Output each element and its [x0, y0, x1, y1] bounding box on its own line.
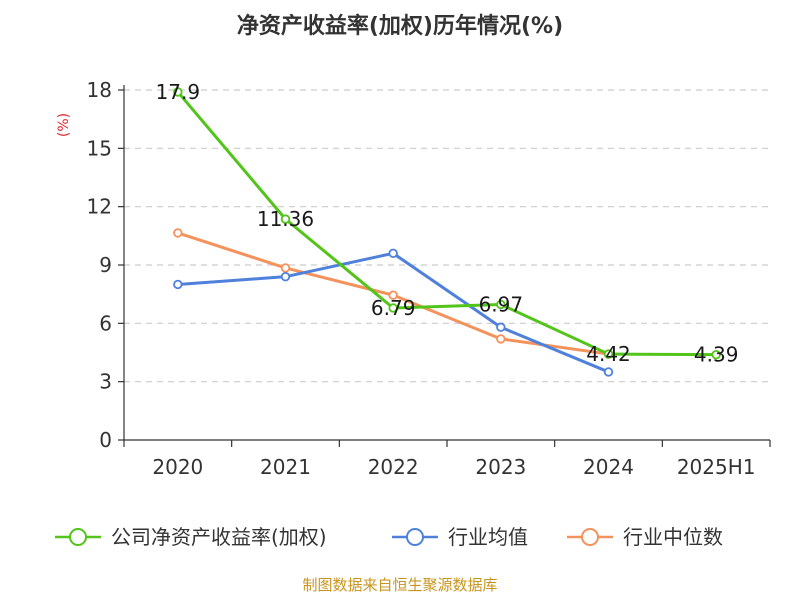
data-point — [173, 228, 183, 238]
data-labels: 17.9 11.36 6.79 6.97 4.42 4.39 — [156, 80, 739, 367]
data-point — [496, 334, 506, 344]
legend-marker — [406, 528, 424, 546]
data-label: 6.97 — [479, 292, 524, 316]
axes: 0 3 6 9 12 15 18 2020 2021 2022 2023 2024 2025H1 — [87, 78, 771, 479]
legend-label: 行业均值 — [448, 525, 528, 549]
data-point — [603, 349, 614, 359]
y-tick-label: 18 — [87, 78, 112, 102]
x-tick-label: 2023 — [475, 455, 526, 479]
legend-label: 公司净资产收益率(加权) — [111, 525, 327, 549]
legend-label: 行业中位数 — [623, 525, 723, 549]
data-point — [173, 87, 183, 97]
chart-title: 净资产收益率(加权)历年情况(%) — [237, 13, 563, 39]
data-label: 17.9 — [156, 80, 201, 104]
x-tick-label: 2024 — [583, 455, 634, 479]
data-point — [603, 367, 614, 377]
legend[interactable]: 公司净资产收益率(加权) 行业均值 行业中位数 — [55, 525, 723, 549]
series-line — [176, 90, 717, 357]
y-tick-label: 15 — [87, 136, 112, 160]
data-label: 6.79 — [371, 296, 416, 320]
y-tick-label: 0 — [99, 428, 112, 452]
data-point — [496, 299, 506, 310]
data-point — [496, 322, 506, 332]
y-tick-label: 9 — [99, 253, 112, 277]
data-point — [388, 290, 398, 300]
y-tick-label: 6 — [99, 311, 112, 335]
x-tick-label: 2025H1 — [677, 455, 756, 479]
y-tick-label: 12 — [87, 195, 112, 219]
data-point — [388, 303, 398, 313]
source-note: 制图数据来自恒生聚源数据库 — [302, 576, 497, 594]
legend-item[interactable]: 行业均值 — [392, 525, 528, 549]
data-label: 11.36 — [257, 207, 314, 231]
x-tick-label: 2021 — [260, 455, 311, 479]
data-point — [388, 248, 398, 259]
x-tick-label: 2020 — [152, 455, 203, 479]
series-layer — [173, 87, 721, 377]
x-tick-label: 2022 — [368, 455, 419, 479]
data-point — [711, 349, 721, 360]
y-axis-unit: (%) — [56, 113, 72, 137]
legend-item[interactable]: 公司净资产收益率(加权) — [55, 525, 327, 549]
y-tick-label: 3 — [99, 370, 112, 394]
data-label: 4.42 — [586, 342, 631, 366]
legend-item[interactable]: 行业中位数 — [567, 525, 723, 549]
data-point — [173, 279, 183, 290]
data-label: 4.39 — [694, 343, 739, 367]
legend-marker — [581, 528, 599, 546]
data-point — [280, 271, 291, 282]
data-point — [280, 263, 291, 273]
grid — [124, 89, 770, 383]
data-point — [280, 214, 291, 224]
legend-marker — [69, 528, 87, 546]
